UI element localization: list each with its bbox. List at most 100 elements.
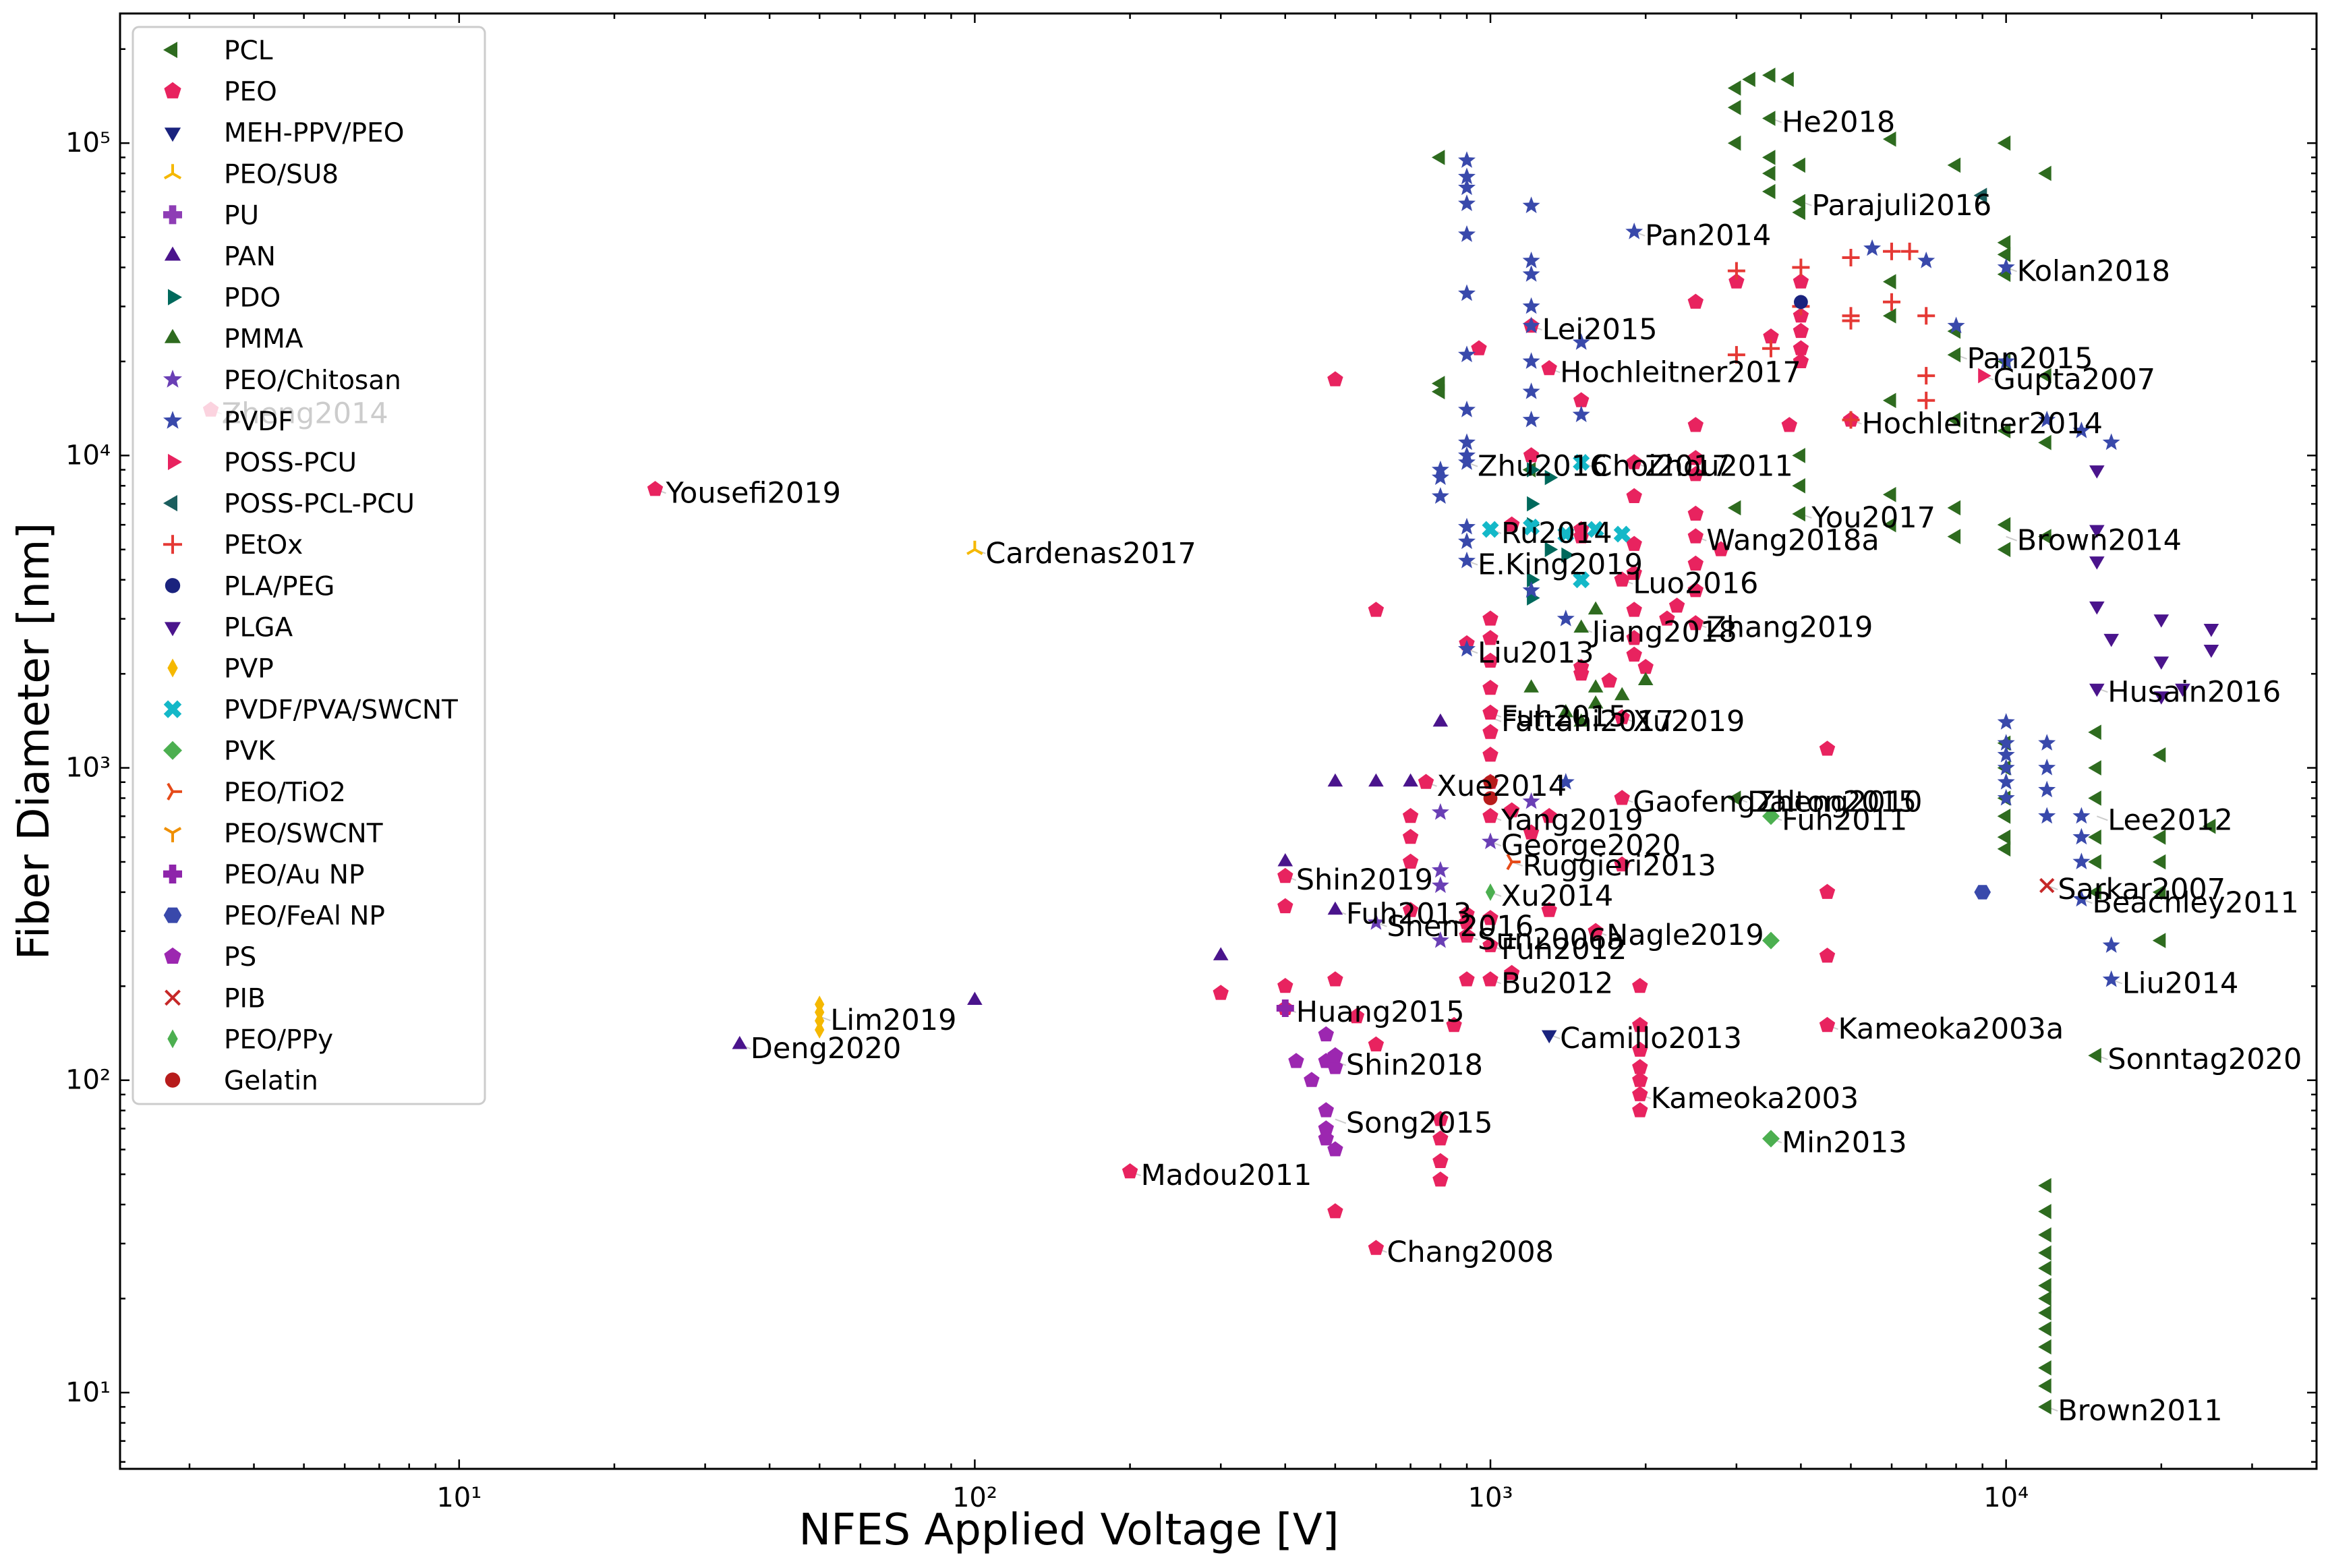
annotation-label: Brown2014 [2017, 524, 2182, 558]
data-point [1483, 791, 1498, 805]
data-point [1402, 808, 1419, 823]
legend-label: PLGA [224, 612, 293, 643]
annotation-label: Madou2011 [1141, 1159, 1312, 1192]
data-point [1842, 411, 1860, 429]
data-point [2038, 1339, 2051, 1355]
data-point [1614, 790, 1630, 805]
annotation-label: Ru2014 [1501, 517, 1612, 550]
data-point [1687, 417, 1704, 432]
legend: PCL PEO MEH-PPV/PEO PEO/SU8 PU PAN PDO PMMA PEO/… [132, 26, 486, 1105]
series-pla-peg [1794, 295, 1808, 310]
annotation-label: Dalton2015 [1747, 785, 1917, 819]
data-point [1522, 382, 1540, 399]
data-point [1626, 646, 1642, 662]
data-point [2088, 1047, 2101, 1064]
data-point [2038, 165, 2051, 181]
annotation-label: Min2013 [1782, 1126, 1907, 1159]
legend-item-meh-ppv-peo: MEH-PPV/PEO [164, 118, 404, 148]
series-pvdf-pva-swcnt [1482, 454, 1631, 589]
annotation-label: GaofengZheng2010 [1633, 785, 1922, 819]
legend-marker [165, 989, 181, 1006]
legend-item-gelatin: Gelatin [165, 1066, 318, 1097]
data-point [2175, 683, 2190, 697]
annotation-label: Fattahi2017 [1501, 705, 1674, 738]
legend-label: PIB [224, 983, 266, 1014]
data-point [1762, 111, 1776, 126]
legend-marker [164, 947, 181, 964]
legend-marker [167, 658, 178, 678]
annotation-label: Sarkar2007 [2058, 873, 2225, 906]
data-point [1763, 328, 1779, 344]
data-point [1819, 883, 1836, 899]
annotation-label: Camillo2013 [1560, 1022, 1742, 1055]
data-point [967, 991, 983, 1005]
legend-item-peo: PEO [164, 77, 277, 107]
data-point [1632, 1041, 1648, 1057]
legend-marker [163, 535, 182, 554]
annotation-label: George2020 [1501, 829, 1681, 863]
data-point [1431, 861, 1449, 878]
data-point [1659, 610, 1675, 626]
data-point [1997, 423, 2011, 438]
annotation-label: Huang2015 [1296, 995, 1465, 1029]
data-point [2038, 434, 2051, 451]
data-point [1459, 971, 1475, 987]
legend-label: PEO/FeAl NP [224, 901, 385, 931]
data-point [1997, 352, 2015, 369]
data-point [2203, 645, 2219, 658]
data-point [1458, 178, 1476, 196]
legend-item-pan: PAN [164, 242, 276, 272]
data-point [2203, 624, 2219, 637]
data-point [1318, 1102, 1334, 1117]
data-point [1318, 1120, 1334, 1136]
legend-item-petox: PEtOx [163, 530, 303, 560]
data-point [1482, 704, 1498, 720]
data-point [1458, 517, 1476, 535]
annotation-label: Fuh2012 [1501, 933, 1627, 966]
data-point [1626, 564, 1642, 580]
data-point [1947, 500, 1961, 516]
legend-marker [167, 782, 182, 801]
data-point [1792, 258, 1810, 277]
data-point [1431, 384, 1445, 400]
data-point [1327, 901, 1343, 915]
data-point [1327, 1203, 1343, 1219]
legend-marker [168, 289, 182, 306]
legend-label: PEO/Chitosan [224, 366, 401, 396]
legend-label: PVK [224, 736, 276, 767]
series-pmma [1523, 601, 1654, 727]
data-point [1900, 242, 1919, 260]
data-point [2152, 830, 2166, 845]
data-point [1883, 242, 1900, 260]
data-point [1541, 808, 1557, 823]
data-point [1588, 695, 1604, 709]
series-pvdf [1431, 151, 2120, 987]
data-point [2038, 410, 2056, 428]
legend-label: PVDF [224, 407, 293, 437]
data-point [1558, 704, 1574, 718]
data-point [1997, 734, 2015, 751]
annotation-label: Zhang2019 [1706, 610, 1873, 644]
annotation-label: Parajuli2016 [1811, 189, 1991, 223]
series-pvp [815, 995, 825, 1039]
series-poss-pcl-pcu [1973, 187, 1987, 204]
data-point [647, 481, 664, 496]
data-point [1458, 167, 1476, 185]
legend-label: Gelatin [224, 1066, 318, 1097]
legend-item-peo-su8: PEO/SU8 [163, 159, 339, 190]
data-point [1883, 274, 1896, 289]
data-point [1687, 450, 1704, 465]
annotation-label: Wang2018a [1706, 524, 1879, 558]
legend-marker [165, 578, 181, 593]
data-point [1792, 157, 1805, 173]
data-point [1793, 273, 1809, 289]
data-point [2038, 1178, 2051, 1194]
data-point [1625, 223, 1643, 239]
data-point [1522, 196, 1540, 214]
data-point [1947, 412, 1961, 428]
data-point [2152, 854, 2166, 870]
legend-marker [167, 1029, 178, 1049]
annotation-label: Luo2016 [1633, 567, 1758, 601]
series-peo-chitosan [1367, 792, 1540, 948]
data-point [1431, 931, 1449, 948]
